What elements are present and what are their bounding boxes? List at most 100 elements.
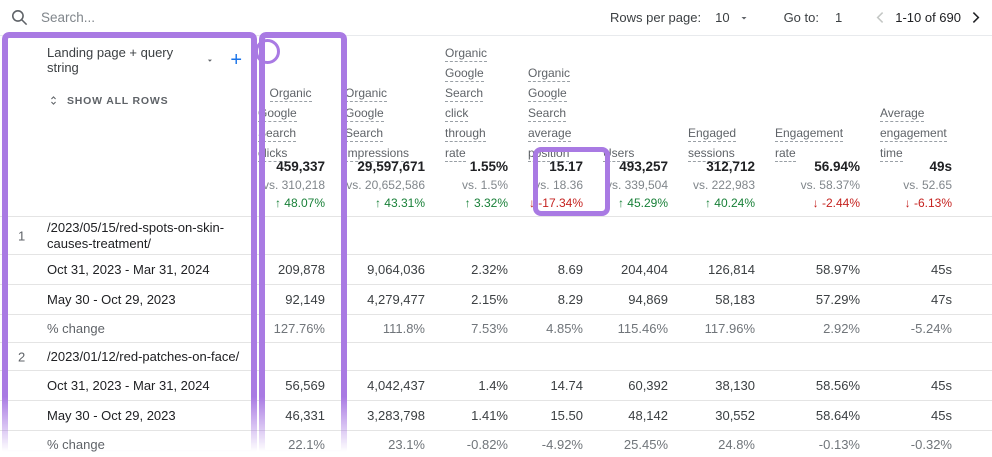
show-all-rows-label: SHOW ALL ROWS [67,94,169,107]
pagination-controls: Rows per page: 10 Go to: 1 1-10 of 690 [610,9,984,26]
total-engaged-sessions-cell: 312,712 vs. 222,983 ↑ 40.24% [692,159,755,210]
sort-descending-icon[interactable]: ↓ [258,86,265,102]
page-range-text: 1-10 of 690 [895,10,961,25]
unfold-more-icon [51,96,56,105]
metric-cell: 94,869 [628,292,668,307]
metric-cell: 204,404 [621,262,668,277]
metric-cell: 45s [931,262,952,277]
column-header-organic-google-search-clicks[interactable]: ↓ Organic Google Search clicks [258,86,312,162]
metric-cell: 1.41% [471,408,508,423]
metric-cell: 25.45% [623,437,668,452]
totals-row: 459,337 vs. 310,218 ↑ 48.07% 29,597,671 … [0,146,992,216]
date-range-cell: Oct 31, 2023 - Mar 31, 2024 [47,262,210,277]
metric-cell: 117.96% [704,321,755,336]
trend-up-icon: ↑ [464,196,471,210]
total-average-engagement-time-cell: 49s vs. 52.65 ↓ -6.13% [903,159,952,210]
rows-per-page-select[interactable]: Rows per page: 10 [610,10,750,25]
metric-cell: 45s [931,408,952,423]
search-icon [11,9,28,26]
table-row: Oct 31, 2023 - Mar 31, 2024 56,569 4,042… [0,370,992,400]
column-header-organic-google-search-impressions[interactable]: Organic Google Search impressions [345,86,410,162]
metric-cell: 30,552 [715,408,755,423]
trend-up-icon: ↑ [374,196,381,210]
total-clicks-cell: 459,337 vs. 310,218 ↑ 48.07% [262,159,325,210]
metric-cell: 2.15% [471,292,508,307]
trend-down-icon: ↓ [528,196,535,210]
metric-cell: 127.76% [273,321,325,336]
chevron-right-icon[interactable] [967,9,984,26]
total-average-position-cell: 15.17 vs. 18.36 ↓ -17.34% [528,159,583,210]
goto-label: Go to: [783,10,819,25]
add-dimension-button[interactable]: + [230,49,242,71]
metric-cell: -4.92% [541,437,583,452]
metric-cell: -0.13% [818,437,860,452]
column-header-users[interactable]: Users [603,146,635,162]
percent-change-label-cell: % change [47,321,105,336]
metric-cell: 45s [931,378,952,393]
table-toolbar: Search... Rows per page: 10 Go to: 1 1-1… [0,0,992,36]
metric-cell: 9,064,036 [367,262,425,277]
trend-down-icon: ↓ [904,196,911,210]
search-input[interactable]: Search... [10,8,95,27]
goto-page-field[interactable]: Go to: 1 [784,10,843,25]
search-placeholder: Search... [41,10,96,25]
metric-cell: -0.32% [910,437,952,452]
column-header-engagement-rate[interactable]: Engagement rate [775,126,844,162]
metric-cell: 115.46% [617,321,668,336]
trend-up-icon: ↑ [704,196,711,210]
metric-cell: 92,149 [285,292,325,307]
metric-cell: 111.8% [382,321,425,336]
page-range: 1-10 of 690 [872,9,984,26]
table-row: Oct 31, 2023 - Mar 31, 2024 209,878 9,06… [0,254,992,284]
total-ctr-cell: 1.55% vs. 1.5% ↑ 3.32% [461,159,508,210]
metric-cell: 2.92% [823,321,860,336]
metric-cell: 209,878 [278,262,325,277]
metric-cell: 47s [931,292,952,307]
row-number: 1 [18,228,26,243]
dimension-selector[interactable]: Landing page + query string + [47,45,242,75]
metric-cell: -0.82% [466,437,508,452]
chevron-left-icon[interactable] [872,9,889,26]
metric-cell: 58,183 [715,292,755,307]
show-all-rows-button[interactable]: SHOW ALL ROWS [47,94,168,107]
percent-change-label-cell: % change [47,437,105,452]
chevron-down-icon [207,59,212,62]
rows-per-page-value: 10 [715,10,730,25]
metric-cell: 4,279,477 [367,292,425,307]
total-users-cell: 493,257 vs. 339,504 ↑ 45.29% [605,159,668,210]
metric-cell: -5.24% [910,321,952,336]
metric-cell: 3,283,798 [367,408,425,423]
row-number: 2 [18,349,26,364]
column-header-organic-google-search-ctr[interactable]: Organic Google Search click through rate [445,46,488,162]
metric-cell: 4,042,437 [367,378,425,393]
metric-cell: 56,569 [285,378,325,393]
group-header-row: 1 /2023/05/15/red-spots-on-skin-causes-t… [0,216,992,254]
total-impressions-cell: 29,597,671 vs. 20,652,586 ↑ 43.31% [346,159,425,210]
metric-cell: 8.69 [557,262,583,277]
date-range-cell: May 30 - Oct 29, 2023 [47,292,176,307]
metric-cell: 1.4% [478,378,508,393]
dimension-cell: 1 /2023/05/15/red-spots-on-skin-causes-t… [0,217,258,254]
metric-cell: 58.97% [815,262,860,277]
goto-value: 1 [834,10,843,25]
table-row: May 30 - Oct 29, 2023 46,331 3,283,798 1… [0,400,992,430]
trend-down-icon: ↓ [812,196,819,210]
metric-cell: 58.64% [815,408,860,423]
column-header-average-engagement-time[interactable]: Average engagement time [880,106,947,162]
metric-cell: 22.1% [288,437,325,452]
totals-dimension-cell [0,146,258,216]
dimension-title: Landing page + query string [47,45,174,75]
trend-up-icon: ↑ [617,196,624,210]
landing-page-url[interactable]: /2023/01/12/red-patches-on-face/ [47,348,240,364]
trend-up-icon: ↑ [274,196,281,210]
metric-cell: 2.32% [471,262,508,277]
column-header-engaged-sessions[interactable]: Engaged sessions [688,126,737,162]
metric-cell: 126,814 [708,262,755,277]
metric-cell: 38,130 [715,378,755,393]
metric-cell: 14.74 [550,378,583,393]
metric-cell: 60,392 [628,378,668,393]
landing-page-url[interactable]: /2023/05/15/red-spots-on-skin-causes-tre… [47,219,225,251]
metric-cell: 15.50 [550,408,583,423]
rows-per-page-label: Rows per page: [610,10,702,25]
dimension-header-cell: Landing page + query string + SHOW ALL R… [0,36,258,165]
